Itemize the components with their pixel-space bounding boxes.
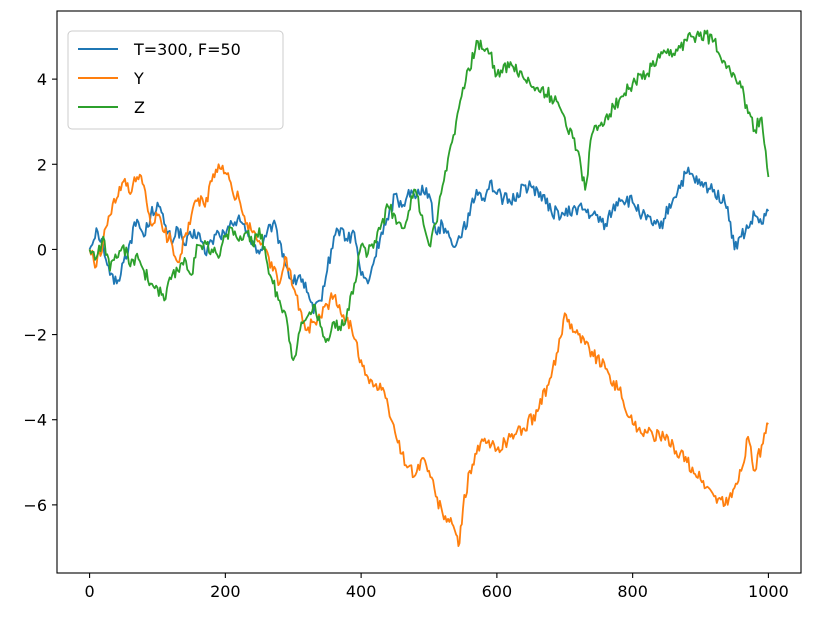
- y-tick-label: 0: [37, 240, 47, 259]
- plot-frame: [56, 10, 802, 574]
- x-tick-label: 0: [84, 582, 94, 601]
- legend-box: [67, 30, 284, 130]
- legend-label-1: T=300, F=50: [133, 40, 241, 59]
- series-line-3: [88, 29, 770, 362]
- y-tick-label: 4: [37, 70, 47, 89]
- legend: T=300, F=50 YZ: [67, 30, 284, 130]
- series-layer: [88, 29, 770, 547]
- y-tick-label: −2: [23, 326, 47, 345]
- x-tick-label: 600: [482, 582, 513, 601]
- x-tick-label: 200: [210, 582, 241, 601]
- legend-label-2: Y: [133, 69, 144, 88]
- series-line-2: [88, 163, 769, 547]
- y-tick-label: 2: [37, 155, 47, 174]
- x-tick-label: 1000: [748, 582, 789, 601]
- y-tick-label: −6: [23, 496, 47, 515]
- legend-label-3: Z: [134, 98, 145, 117]
- axes-layer: 0 200 400 600 800 1000 −6 −4 −2 0 2 4: [23, 10, 802, 601]
- y-tick-label: −4: [23, 411, 47, 430]
- x-tick-label: 800: [617, 582, 648, 601]
- series-line-1: [88, 166, 770, 315]
- x-tick-label: 400: [346, 582, 377, 601]
